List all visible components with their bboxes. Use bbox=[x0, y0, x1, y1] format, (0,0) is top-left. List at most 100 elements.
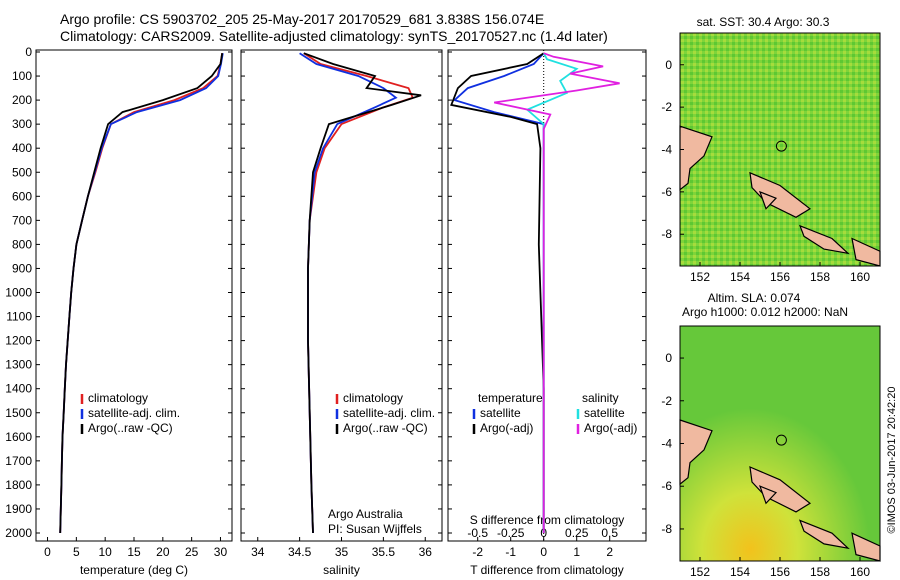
y-tick-label: -8 bbox=[661, 227, 672, 241]
y-tick-label: 0 bbox=[25, 45, 32, 59]
y-tick-label: 1100 bbox=[6, 310, 32, 324]
land-shape bbox=[798, 224, 850, 255]
sla-map-title: Altim. SLA: 0.074 bbox=[708, 291, 801, 305]
legend-label: satellite-adj. clim. bbox=[343, 406, 435, 420]
x-tick-label: 154 bbox=[730, 270, 750, 284]
x-tick-label: 2 bbox=[606, 545, 613, 559]
argo-note-line-2: PI: Susan Wijffels bbox=[328, 522, 422, 536]
land-shape bbox=[758, 485, 778, 505]
x-top-tick-label: -0.5 bbox=[467, 526, 488, 540]
x-tick-label: 25 bbox=[185, 545, 199, 559]
x-tick-label: 30 bbox=[214, 545, 228, 559]
x-tick-label: 20 bbox=[156, 545, 170, 559]
x-tick-label: 160 bbox=[850, 565, 870, 579]
legend-label: satellite bbox=[584, 406, 625, 420]
y-tick-label: 1300 bbox=[5, 358, 32, 372]
y-tick-label: -4 bbox=[661, 143, 672, 157]
land-shape bbox=[851, 532, 881, 562]
plot-frame bbox=[240, 49, 443, 542]
land-shape bbox=[851, 237, 881, 267]
legend-label: satellite bbox=[480, 406, 521, 420]
legend-label: temperature bbox=[478, 391, 543, 405]
x-tick-label: -1 bbox=[505, 545, 516, 559]
x-tick-label: 35 bbox=[335, 545, 349, 559]
y-tick-label: 1800 bbox=[5, 478, 32, 492]
map-titles: sat. SST: 30.4 Argo: 30.3 Altim. SLA: 0.0… bbox=[682, 15, 898, 533]
plot-frame bbox=[447, 49, 647, 542]
legend-label: Argo(-adj) bbox=[480, 421, 533, 435]
legend-label: climatology bbox=[343, 391, 403, 405]
x-axis-label: T difference from climatology bbox=[470, 563, 624, 577]
y-tick-label: 300 bbox=[12, 117, 32, 131]
x-tick-label: 152 bbox=[690, 565, 710, 579]
y-tick-label: -6 bbox=[661, 479, 672, 493]
sla-map: 152 154 156 158 160 0 -2 -4 -6 -8 bbox=[661, 325, 881, 579]
series-line bbox=[452, 52, 545, 533]
profile-title: Argo profile: CS 5903702_205 25-May-2017… bbox=[60, 11, 545, 27]
x-top-tick-label: 0.5 bbox=[601, 526, 618, 540]
x-tick-label: 0 bbox=[44, 545, 51, 559]
series-line bbox=[303, 52, 422, 534]
legend-label: Argo(-adj) bbox=[584, 421, 637, 435]
y-tick-label: 500 bbox=[12, 165, 32, 179]
y-tick-label: 100 bbox=[12, 69, 32, 83]
legend-label: satellite-adj. clim. bbox=[88, 406, 180, 420]
y-tick-label: 1400 bbox=[5, 382, 32, 396]
x-tick-label: 10 bbox=[98, 545, 112, 559]
x-tick-label: 34 bbox=[251, 545, 265, 559]
argo-location-marker bbox=[775, 140, 787, 152]
land-shape bbox=[679, 419, 713, 486]
y-tick-label: 1500 bbox=[5, 406, 32, 420]
y-tick-label: 1200 bbox=[5, 334, 32, 348]
land-shape bbox=[798, 519, 850, 550]
y-tick-label: -2 bbox=[661, 100, 672, 114]
x-tick-label: 35.5 bbox=[372, 545, 396, 559]
climatology-title: Climatology: CARS2009. Satellite-adjuste… bbox=[60, 28, 608, 44]
y-tick-label: 0 bbox=[665, 58, 672, 72]
y-tick-label: 1700 bbox=[5, 454, 32, 468]
x-tick-label: 34.5 bbox=[288, 545, 312, 559]
x-tick-label: 15 bbox=[127, 545, 141, 559]
argo-note-line-1: Argo Australia bbox=[328, 507, 403, 521]
x-top-axis-label: S difference from climatology bbox=[470, 513, 625, 527]
x-tick-label: 1 bbox=[573, 545, 580, 559]
x-tick-label: 158 bbox=[810, 270, 830, 284]
plot-frame bbox=[35, 49, 233, 542]
y-tick-label: -4 bbox=[661, 437, 672, 451]
x-tick-label: 152 bbox=[690, 270, 710, 284]
x-tick-label: 160 bbox=[850, 270, 870, 284]
x-top-tick-label: -0.25 bbox=[497, 526, 525, 540]
x-tick-label: 5 bbox=[73, 545, 80, 559]
argo-location-marker bbox=[775, 434, 787, 446]
x-tick-label: 36 bbox=[419, 545, 433, 559]
x-tick-label: 156 bbox=[770, 565, 790, 579]
x-top-tick-label: 0.25 bbox=[565, 526, 589, 540]
y-tick-label: -8 bbox=[661, 522, 672, 536]
sst-map-title: sat. SST: 30.4 Argo: 30.3 bbox=[697, 15, 830, 29]
legend-label: Argo(..raw -QC) bbox=[343, 421, 428, 435]
series-line bbox=[59, 53, 224, 534]
y-tick-label: -6 bbox=[661, 185, 672, 199]
x-tick-label: 154 bbox=[730, 565, 750, 579]
map-background bbox=[679, 32, 881, 267]
x-axis-label: temperature (deg C) bbox=[80, 563, 188, 577]
x-axis-label: salinity bbox=[323, 563, 360, 577]
profile-panel-3: -2 -1 0 1 2 T difference from climatology -0.5… bbox=[447, 49, 647, 577]
x-tick-label: 158 bbox=[810, 565, 830, 579]
y-tick-label: 800 bbox=[12, 237, 32, 251]
y-tick-label: 1900 bbox=[5, 502, 32, 516]
series-line bbox=[494, 52, 620, 533]
legend-label: climatology bbox=[88, 391, 148, 405]
y-tick-label: 400 bbox=[12, 141, 32, 155]
y-tick-label: 900 bbox=[12, 261, 32, 275]
x-tick-label: 0 bbox=[540, 545, 547, 559]
land-shape bbox=[758, 190, 778, 210]
y-tick-label: 200 bbox=[12, 93, 32, 107]
x-tick-label: 156 bbox=[770, 270, 790, 284]
land-shape bbox=[749, 171, 812, 218]
y-tick-label: 2000 bbox=[5, 526, 32, 540]
y-tick-label: 1000 bbox=[5, 286, 32, 300]
x-tick-label: -2 bbox=[472, 545, 483, 559]
